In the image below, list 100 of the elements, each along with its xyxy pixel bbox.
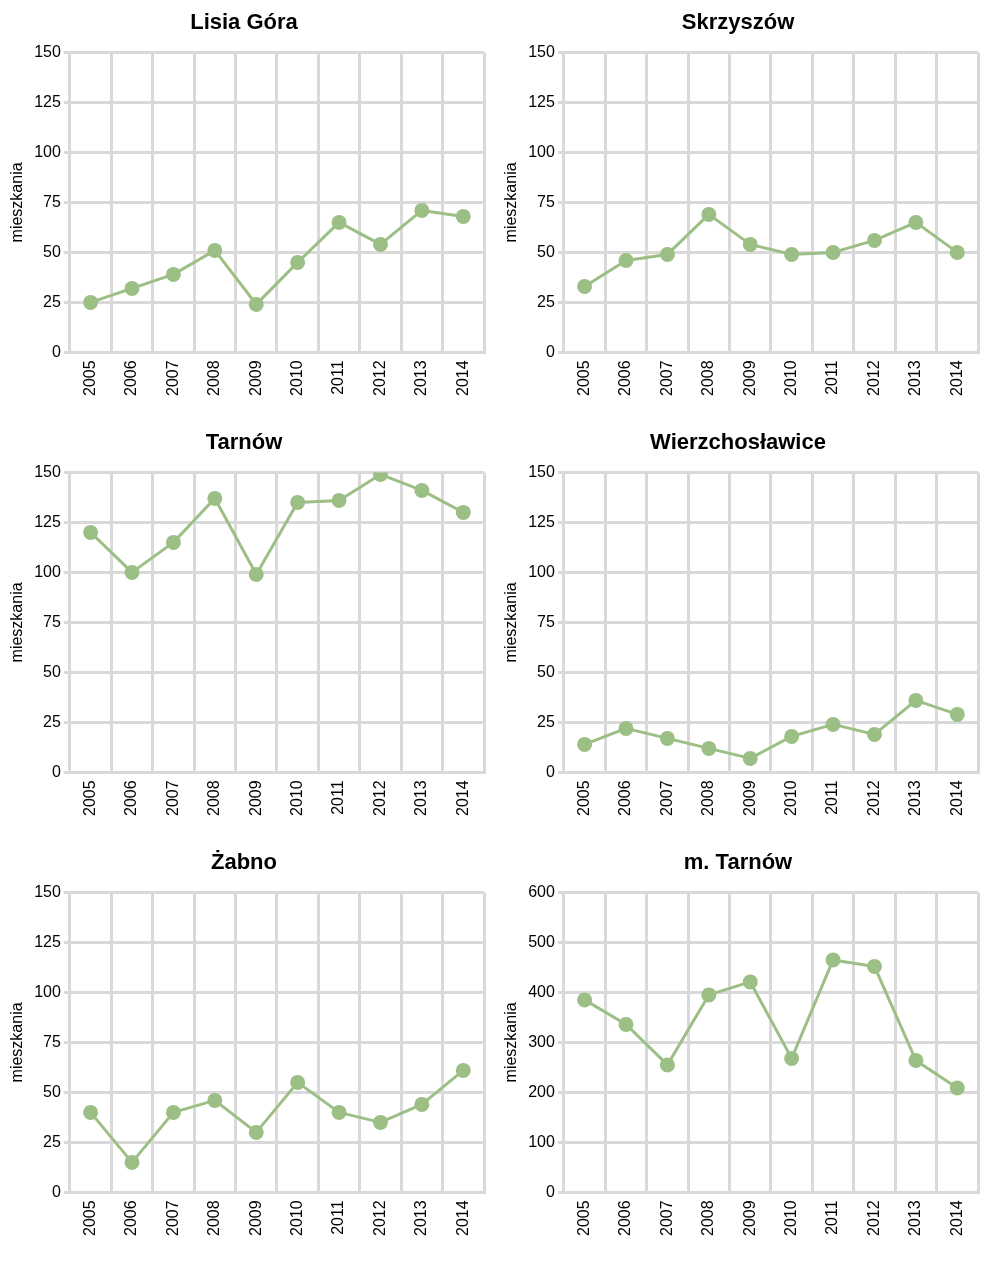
y-axis-title: mieszkania [8,1002,26,1083]
x-tick-label: 2011 [329,360,347,395]
x-tick-label: 2009 [246,360,264,396]
point [825,952,841,968]
point [414,202,430,218]
point [784,1050,800,1066]
x-tick-label: 2006 [122,360,140,396]
y-axis-title: mieszkania [502,162,520,243]
y-tick-label: 125 [528,92,555,110]
point [290,254,306,270]
point [124,564,140,580]
chart-title: Wierzchosławice [650,429,826,455]
y-tick-label: 150 [34,462,61,480]
point [455,504,471,520]
point [372,1114,388,1130]
x-tick-label: 2012 [370,360,388,396]
x-tick-label: 2005 [575,780,593,816]
x-tick-label: 2014 [453,360,471,396]
point [908,692,924,708]
x-tick-label: 2012 [864,780,882,816]
point [455,1062,471,1078]
x-tick-label: 2014 [947,780,965,816]
point [866,726,882,742]
x-tick-label: 2008 [205,1200,223,1236]
y-tick-label: 50 [43,1082,61,1100]
x-tick-label: 2014 [453,780,471,816]
x-tick-label: 2014 [947,360,965,396]
point [331,1104,347,1120]
x-tick-label: 2007 [657,1200,675,1236]
y-tick-label: 25 [43,1132,61,1150]
y-axis-title: mieszkania [502,1002,520,1083]
y-tick-label: 75 [43,612,61,630]
y-tick-label: 75 [537,192,555,210]
x-tick-label: 2005 [575,1200,593,1236]
x-tick-label: 2010 [782,780,800,816]
y-tick-label: 25 [43,712,61,730]
y-tick-label: 200 [528,1082,555,1100]
y-tick-label: 150 [528,42,555,60]
point [742,236,758,252]
y-tick-label: 150 [34,882,61,900]
x-tick-label: 2005 [81,780,99,816]
x-tick-label: 2009 [740,360,758,396]
y-tick-label: 150 [34,42,61,60]
y-axis-title: mieszkania [502,582,520,663]
x-tick-label: 2008 [205,780,223,816]
x-tick-label: 2005 [575,360,593,396]
chart-title: m. Tarnów [683,849,794,875]
y-tick-label: 75 [43,192,61,210]
y-tick-label: 0 [51,762,61,780]
point [659,1057,675,1073]
point [165,534,181,550]
x-tick-label: 2013 [412,1200,430,1236]
point [455,208,471,224]
x-tick-label: 2007 [657,360,675,396]
x-tick-label: 2012 [370,780,388,816]
point [866,232,882,248]
chart-title: Skrzyszów [681,9,796,35]
x-tick-label: 2006 [122,1200,140,1236]
x-tick-label: 2007 [163,780,181,816]
x-tick-label: 2008 [699,1200,717,1236]
x-tick-label: 2005 [81,360,99,396]
point [577,992,593,1008]
point [908,1052,924,1068]
x-tick-label: 2014 [453,1200,471,1236]
x-tick-label: 2008 [699,360,717,396]
y-tick-label: 400 [528,982,555,1000]
x-tick-label: 2007 [163,360,181,396]
x-tick-label: 2010 [782,1200,800,1236]
x-tick-label: 2009 [246,780,264,816]
y-tick-label: 0 [51,342,61,360]
point [83,524,99,540]
x-tick-label: 2011 [823,360,841,395]
point [414,482,430,498]
point [207,242,223,258]
y-tick-label: 50 [537,242,555,260]
y-tick-label: 25 [537,712,555,730]
point [742,974,758,990]
y-tick-label: 0 [545,342,555,360]
y-tick-label: 125 [34,92,61,110]
y-tick-label: 25 [43,292,61,310]
point [248,1124,264,1140]
x-tick-label: 2010 [288,360,306,396]
y-tick-label: 125 [34,512,61,530]
point [618,1016,634,1032]
x-tick-label: 2009 [740,1200,758,1236]
point [248,296,264,312]
point [290,1074,306,1090]
x-tick-label: 2006 [616,360,634,396]
x-tick-label: 2011 [823,780,841,815]
point [701,987,717,1003]
x-tick-label: 2013 [906,360,924,396]
x-tick-label: 2010 [782,360,800,396]
x-tick-label: 2005 [81,1200,99,1236]
point [701,206,717,222]
x-tick-label: 2010 [288,780,306,816]
x-tick-label: 2012 [370,1200,388,1236]
point [742,750,758,766]
point [290,494,306,510]
point [866,958,882,974]
y-tick-label: 150 [528,462,555,480]
